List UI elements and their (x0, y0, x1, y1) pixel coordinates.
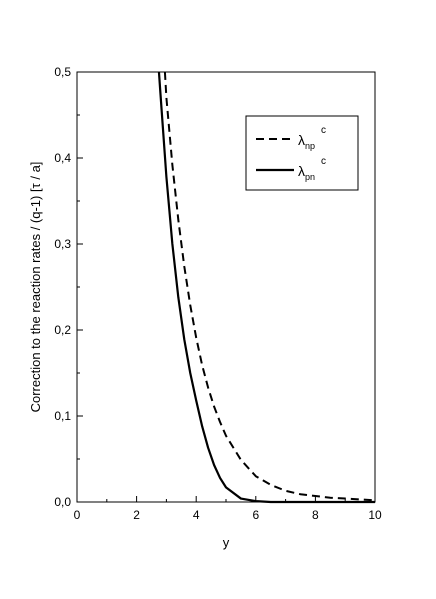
legend-np-sub: np (305, 141, 315, 151)
y-axis-label: Correction to the reaction rates / (q-1)… (28, 162, 43, 413)
legend-box (245, 115, 359, 191)
axis-tick-labels: 0 2 4 6 8 10 0,0 0,1 0,2 0,3 0,4 0,5 (54, 65, 382, 522)
y-tick-label: 0,3 (54, 237, 71, 251)
x-tick-label: 10 (368, 508, 382, 522)
x-tick-label: 8 (312, 508, 319, 522)
series-line-np (163, 71, 376, 502)
legend-pn-base: λ (298, 163, 305, 179)
series-group (157, 71, 376, 504)
series-line-pn (157, 71, 375, 504)
x-tick-label: 4 (193, 508, 200, 522)
legend-np-base: λ (298, 132, 305, 148)
legend: λnpc λpnc (245, 115, 359, 191)
y-tick-label: 0,0 (54, 495, 71, 509)
legend-label-pn: λpnc (298, 156, 326, 182)
y-tick-label: 0,5 (54, 65, 71, 79)
y-tick-label: 0,2 (54, 323, 71, 337)
x-tick-label: 6 (252, 508, 259, 522)
legend-pn-sub: pn (305, 172, 315, 182)
y-tick-label: 0,1 (54, 409, 71, 423)
y-tick-label: 0,4 (54, 151, 71, 165)
legend-label-np: λnpc (298, 125, 326, 151)
x-tick-label: 0 (74, 508, 81, 522)
legend-pn-sup: c (321, 156, 326, 167)
x-axis-label: y (223, 535, 230, 550)
legend-np-sup: c (321, 125, 326, 136)
x-tick-label: 2 (133, 508, 140, 522)
